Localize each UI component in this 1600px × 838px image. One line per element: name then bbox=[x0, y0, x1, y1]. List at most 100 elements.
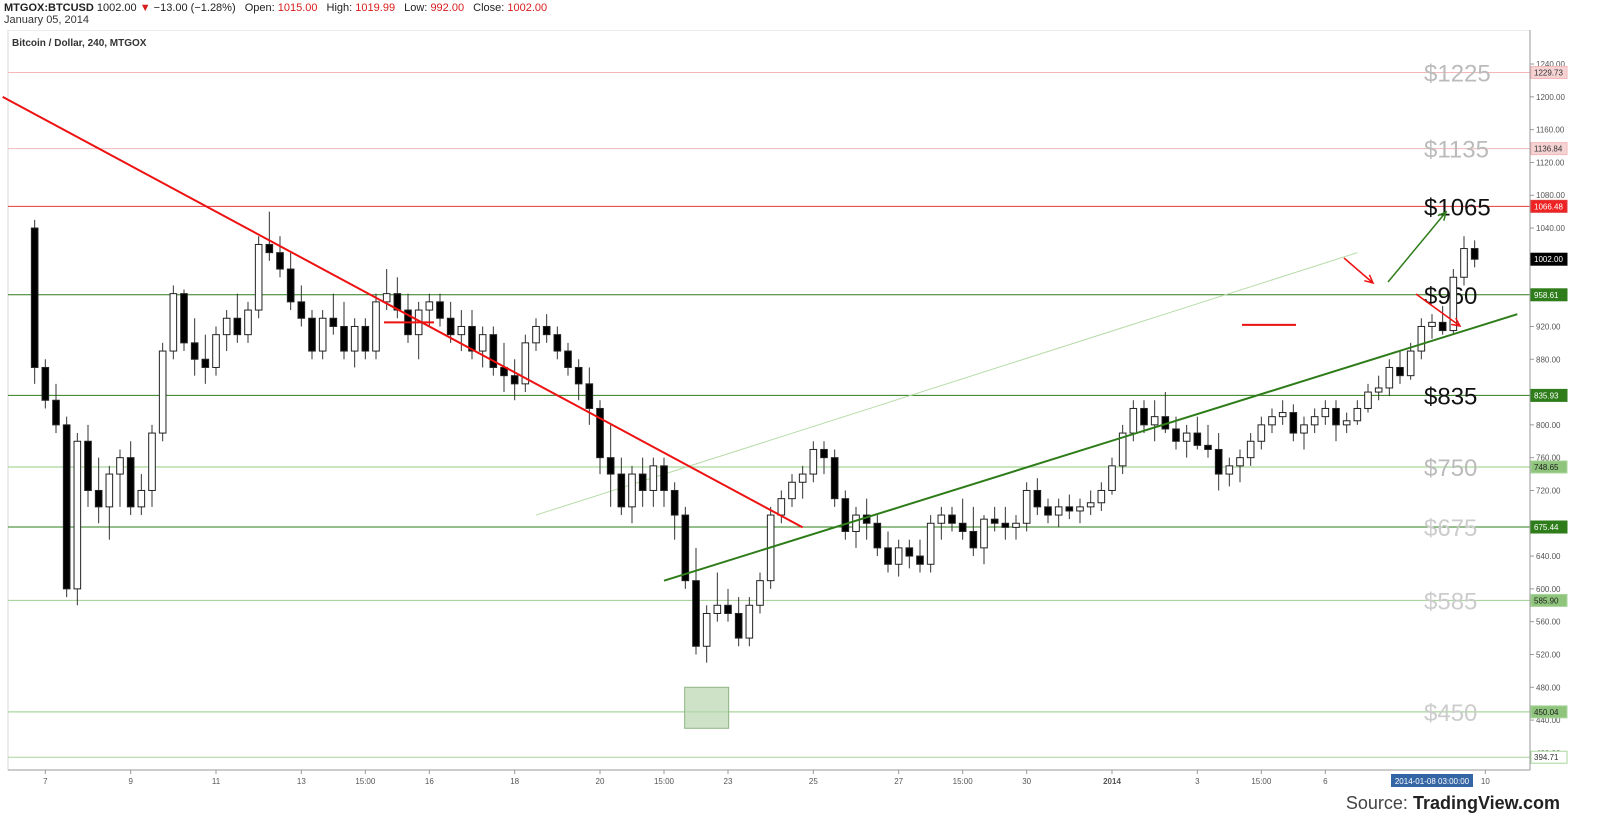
candle-body bbox=[585, 383, 594, 409]
time-tick-label: 10 bbox=[1481, 777, 1490, 786]
support-zone-box bbox=[684, 686, 730, 729]
level-axis-tag bbox=[1530, 750, 1568, 764]
price-tick-label: 880.00 bbox=[1536, 355, 1561, 364]
level-price-label: $450 bbox=[1424, 700, 1477, 727]
candle-body bbox=[1236, 457, 1244, 467]
candle-body bbox=[1385, 366, 1394, 389]
symbol-header: MTGOX:BTCUSD 1002.00 ▼ −13.00 (−1.28%) O… bbox=[4, 2, 547, 15]
down-arrow-head bbox=[1451, 317, 1462, 328]
candle-body bbox=[73, 440, 82, 590]
candle-body bbox=[1278, 412, 1287, 418]
price-tick-label: 1240.00 bbox=[1536, 60, 1565, 69]
last-price: 1002.00 bbox=[96, 2, 137, 14]
candle-body bbox=[532, 325, 540, 344]
candle-body bbox=[1246, 440, 1255, 459]
price-tick-label: 800.00 bbox=[1536, 421, 1561, 430]
price-tick-label: 560.00 bbox=[1536, 618, 1561, 627]
candle-body bbox=[990, 518, 999, 524]
price-tick-label: 440.00 bbox=[1536, 716, 1561, 725]
level-price-label: $1135 bbox=[1424, 137, 1489, 164]
candle-body bbox=[1225, 465, 1234, 475]
level-axis-tag bbox=[1530, 388, 1568, 402]
candle-body bbox=[1150, 416, 1159, 426]
down-arrow bbox=[1343, 257, 1374, 284]
candle-body bbox=[105, 473, 114, 508]
level-axis-tag bbox=[1530, 520, 1568, 534]
candle-body bbox=[222, 317, 231, 336]
candle-body bbox=[1129, 407, 1138, 434]
candle-body bbox=[126, 457, 135, 508]
candle-body bbox=[201, 358, 210, 368]
level-axis-label: 748.65 bbox=[1534, 463, 1559, 472]
price-tick-label: 720.00 bbox=[1536, 486, 1561, 495]
candle-body bbox=[660, 465, 668, 491]
candle-body bbox=[873, 522, 882, 549]
candle-body bbox=[169, 293, 178, 352]
candle-body bbox=[340, 325, 348, 352]
time-tick-label: 15:00 bbox=[953, 777, 974, 786]
candle-body bbox=[329, 317, 338, 327]
candle-body bbox=[244, 309, 252, 336]
candle-body bbox=[1012, 522, 1020, 528]
price-tick-label: 760.00 bbox=[1536, 454, 1561, 463]
price-tick-label: 1200.00 bbox=[1536, 93, 1565, 102]
candle-body bbox=[1076, 506, 1084, 512]
level-axis-label: 835.93 bbox=[1534, 391, 1559, 400]
candle-body bbox=[681, 514, 690, 582]
price-chart[interactable]: $1225$1135$1065$960$835$750$675$585$4501… bbox=[0, 30, 1600, 838]
candle-body bbox=[969, 530, 978, 549]
candle-body bbox=[457, 325, 466, 336]
candle-body bbox=[233, 317, 242, 336]
candle-body bbox=[425, 301, 434, 311]
candle-body bbox=[628, 473, 636, 508]
candle-body bbox=[1417, 325, 1426, 352]
candle-body bbox=[489, 334, 498, 368]
candle-body bbox=[1268, 416, 1276, 426]
candle-body bbox=[286, 268, 295, 303]
symbol-name[interactable]: MTGOX:BTCUSD bbox=[4, 2, 94, 14]
level-axis-tag bbox=[1530, 593, 1568, 607]
candle-body bbox=[1022, 489, 1031, 524]
candle-body bbox=[297, 301, 306, 319]
candle-body bbox=[137, 489, 146, 508]
level-price-label: $1065 bbox=[1424, 194, 1491, 221]
time-tick-label: 23 bbox=[724, 777, 733, 786]
up-arrow bbox=[1387, 211, 1447, 283]
chart-frame[interactable]: $1225$1135$1065$960$835$750$675$585$4501… bbox=[0, 30, 1600, 838]
candle-body bbox=[436, 301, 444, 319]
price-tick-label: 480.00 bbox=[1536, 683, 1561, 692]
candle-body bbox=[1204, 444, 1212, 450]
candle-body bbox=[926, 522, 935, 565]
time-tick-label: 15:00 bbox=[355, 777, 376, 786]
candle-body bbox=[1460, 248, 1468, 278]
candle-body bbox=[190, 342, 199, 360]
down-arrow-icon: ▼ bbox=[139, 2, 151, 14]
candle-body bbox=[1097, 489, 1106, 504]
candle-body bbox=[1118, 432, 1127, 467]
candle-body bbox=[948, 514, 956, 524]
candle-body bbox=[937, 514, 946, 524]
candle-body bbox=[1470, 248, 1479, 260]
price-tick-label: 1080.00 bbox=[1536, 191, 1565, 200]
candle-body bbox=[468, 325, 476, 352]
candle-body bbox=[265, 243, 274, 254]
level-axis-label: 585.90 bbox=[1534, 596, 1559, 605]
candle-body bbox=[617, 473, 626, 508]
candle-body bbox=[1172, 428, 1180, 442]
source-prefix: Source: bbox=[1345, 793, 1408, 813]
candle-body bbox=[446, 317, 455, 336]
candle-body bbox=[350, 325, 359, 352]
candle-body bbox=[542, 325, 551, 336]
candle-body bbox=[1044, 506, 1052, 516]
candle-body bbox=[553, 334, 562, 352]
time-tick-label: 15:00 bbox=[1251, 777, 1272, 786]
candle-body bbox=[1406, 350, 1415, 377]
time-marker-label: 2014-01-08 03:00:00 bbox=[1395, 777, 1470, 786]
candle-body bbox=[724, 604, 732, 614]
candle-body bbox=[649, 465, 658, 491]
candle-body bbox=[180, 293, 188, 344]
candle-body bbox=[1214, 448, 1223, 475]
price-tick-label: 1160.00 bbox=[1536, 126, 1565, 135]
candle-body bbox=[980, 518, 988, 549]
candle-body bbox=[478, 334, 487, 352]
